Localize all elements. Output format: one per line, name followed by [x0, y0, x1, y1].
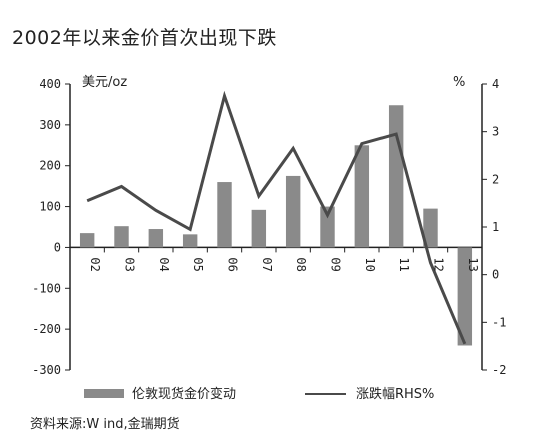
category-label-06: 06 — [226, 257, 240, 271]
category-label-09: 09 — [329, 257, 343, 271]
bar-12 — [423, 208, 438, 248]
line-series — [86, 90, 467, 345]
left-tick-label: -300 — [32, 363, 61, 377]
category-label-02: 02 — [88, 257, 102, 271]
category-label-08: 08 — [294, 257, 308, 271]
left-tick-label: 300 — [39, 118, 61, 132]
category-label-10: 10 — [363, 257, 377, 271]
right-tick-label: 3 — [492, 125, 499, 139]
legend: 伦敦现货金价变动 涨跌幅RHS% — [84, 386, 434, 402]
bar-04 — [148, 229, 164, 248]
bar-02 — [79, 233, 95, 248]
right-tick-label: 0 — [492, 268, 499, 282]
left-tick-label: -200 — [32, 322, 61, 336]
bar-06 — [217, 182, 232, 248]
left-tick-label: -100 — [32, 281, 61, 295]
left-axis-ticks: 400 300 200 100 0 -100 -200 -300 — [32, 77, 70, 377]
right-tick-label: -1 — [492, 315, 506, 329]
bar-09 — [320, 206, 335, 248]
legend-line-label: 涨跌幅RHS% — [356, 386, 434, 402]
category-label-07: 07 — [260, 257, 274, 271]
right-tick-label: 4 — [492, 77, 499, 91]
bar-08 — [285, 175, 301, 248]
left-tick-label: 0 — [54, 240, 61, 254]
category-label-05: 05 — [191, 257, 205, 271]
bar-03 — [114, 226, 129, 248]
bar-11 — [388, 105, 404, 248]
bar-07 — [251, 209, 267, 248]
left-tick-label: 400 — [39, 77, 61, 91]
line-path — [86, 90, 467, 345]
category-label-13: 13 — [466, 257, 480, 271]
right-axis-ticks: 4 3 2 1 0 -1 -2 — [482, 77, 506, 377]
right-tick-label: -2 — [492, 363, 506, 377]
bar-10 — [354, 145, 370, 248]
right-axis-unit: % — [453, 75, 465, 90]
bar-13 — [457, 247, 473, 346]
chart-title: 2002年以来金价首次出现下跌 — [12, 27, 277, 49]
category-label-12: 12 — [432, 257, 446, 271]
category-label-11: 11 — [397, 257, 411, 271]
left-tick-label: 100 — [39, 200, 61, 214]
category-labels: 02 03 04 05 06 07 08 09 10 11 12 13 — [88, 257, 480, 271]
source-note: 资料来源:W ind,金瑞期货 — [30, 416, 180, 432]
left-tick-label: 200 — [39, 159, 61, 173]
bar-series — [79, 105, 473, 346]
category-label-03: 03 — [123, 257, 137, 271]
category-label-04: 04 — [157, 257, 171, 271]
right-tick-label: 1 — [492, 220, 499, 234]
legend-bar-swatch — [84, 389, 124, 398]
legend-bar-label: 伦敦现货金价变动 — [132, 386, 236, 402]
left-axis-unit: 美元/oz — [82, 75, 127, 90]
bar-05 — [182, 234, 198, 248]
right-tick-label: 2 — [492, 172, 499, 186]
